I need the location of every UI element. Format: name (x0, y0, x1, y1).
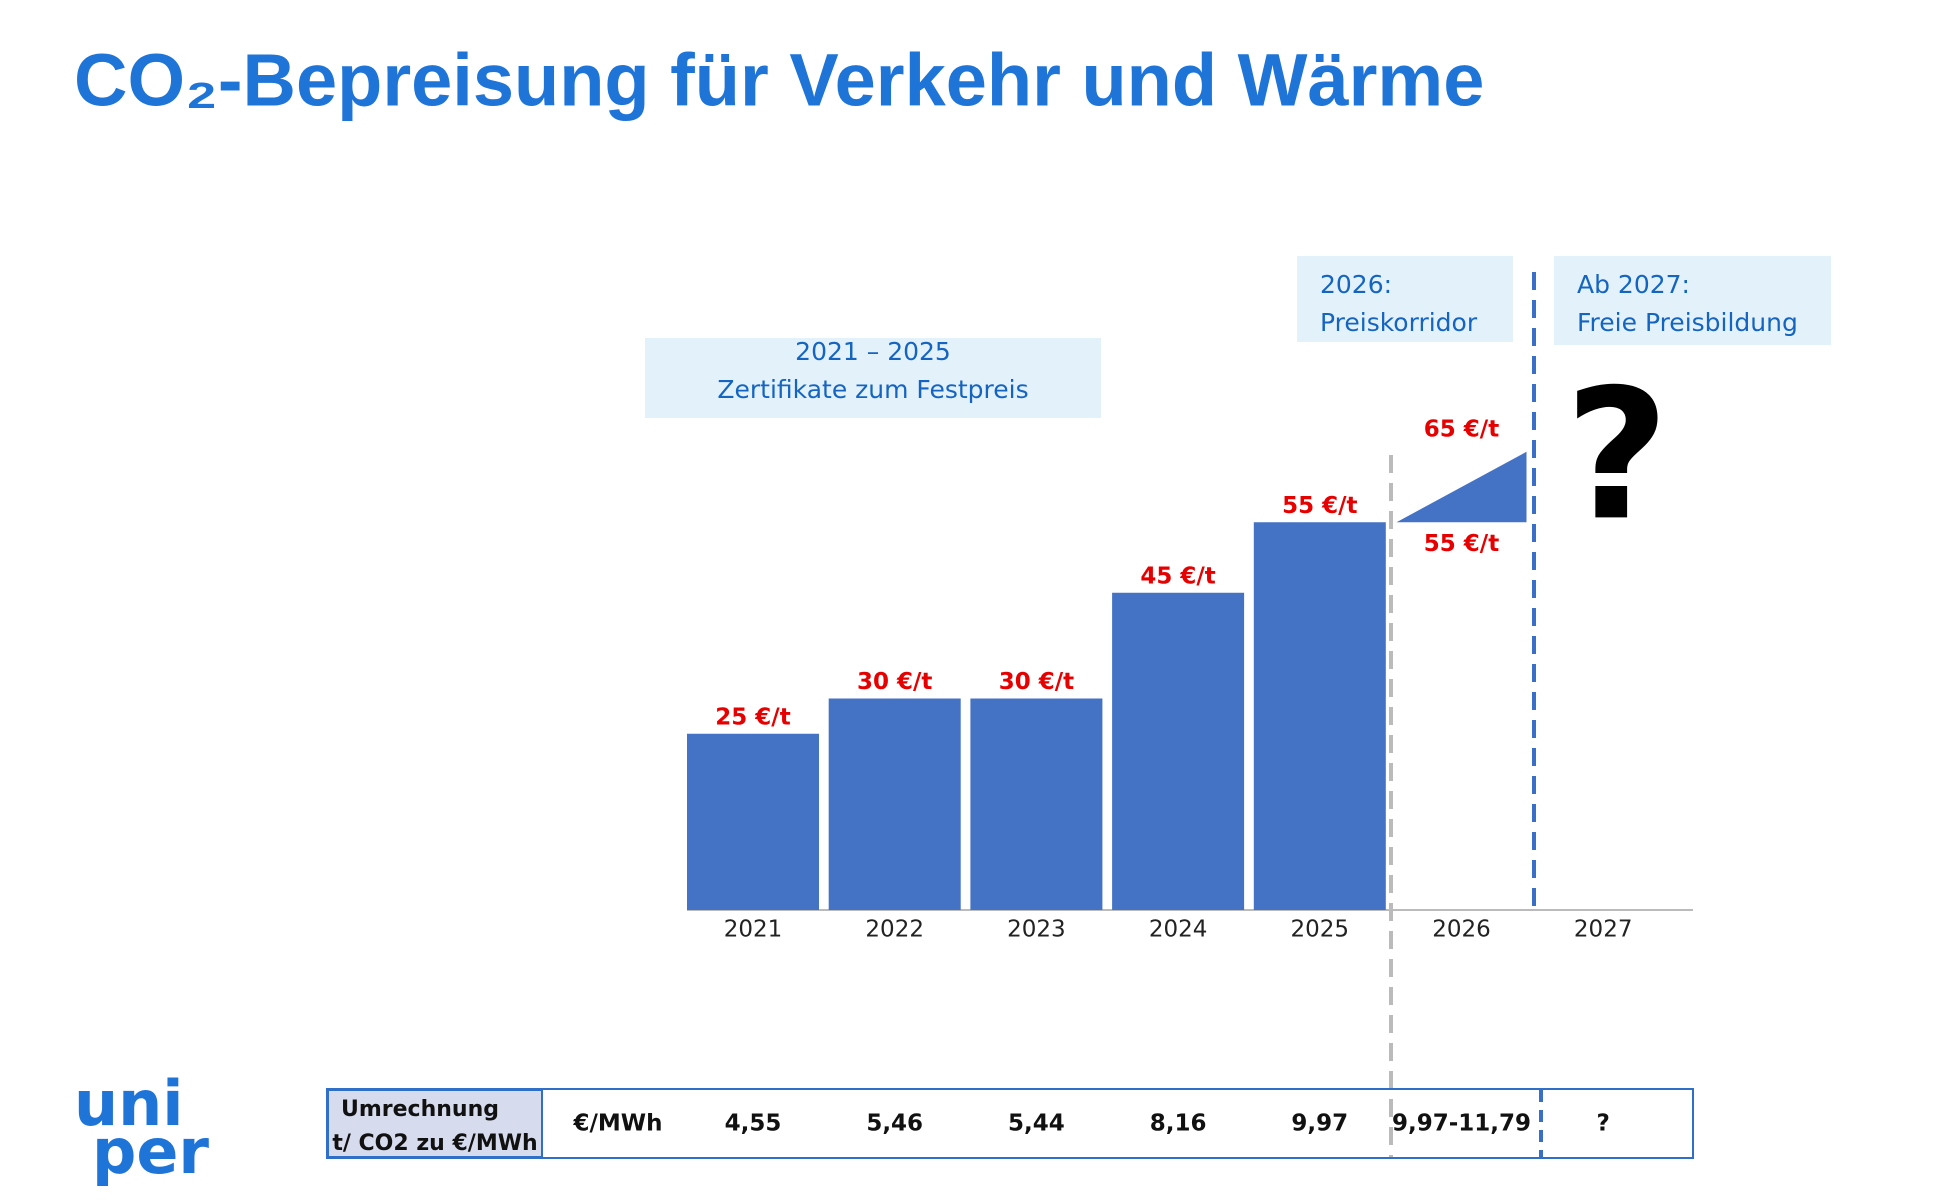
bar (687, 733, 819, 910)
bar (1112, 592, 1245, 910)
table-cell: 4,55 (725, 1111, 782, 1137)
price-corridor (1396, 451, 1527, 523)
annotation-box (1297, 256, 1513, 342)
value-label: 65 €/t (1424, 416, 1499, 442)
x-tick-label: 2024 (1149, 917, 1208, 943)
annotation: Preiskorridor (1320, 308, 1478, 337)
x-tick-label: 2022 (865, 917, 924, 943)
annotation: 2021 – 2025 (795, 337, 951, 366)
annotation: Zertifikate zum Festpreis (717, 375, 1028, 404)
table-header: Umrechnung (341, 1097, 499, 1122)
value-label: 25 €/t (715, 704, 790, 730)
logo: uni (74, 1067, 184, 1140)
value-label: 45 €/t (1140, 563, 1215, 589)
annotation-box (645, 338, 1101, 418)
logo: per (92, 1115, 209, 1188)
table-cell: 9,97 (1291, 1111, 1348, 1137)
bar (1253, 522, 1386, 910)
x-tick-label: 2026 (1432, 917, 1491, 943)
x-tick-label: 2023 (1007, 917, 1066, 943)
annotation: 2026: (1320, 270, 1392, 299)
bar (970, 698, 1103, 910)
question-mark: ? (1565, 351, 1669, 560)
value-label: 30 €/t (857, 669, 932, 695)
x-tick-label: 2027 (1574, 917, 1633, 943)
value-label: 30 €/t (999, 669, 1074, 695)
table-header: t/ CO2 zu €/MWh (332, 1131, 537, 1156)
annotation-box (1554, 256, 1831, 345)
table-cell: 9,97-11,79 (1392, 1111, 1531, 1137)
annotation: Freie Preisbildung (1577, 308, 1798, 337)
value-label: 55 €/t (1424, 531, 1499, 557)
table-header-cell (327, 1089, 543, 1158)
table-unit: €/MWh (572, 1111, 662, 1137)
table-cell: 8,16 (1150, 1111, 1207, 1137)
bar (828, 698, 961, 910)
slide-title: CO₂-Bepreisung für Verkehr und Wärme (74, 39, 1484, 122)
table-cell: 5,46 (866, 1111, 923, 1137)
table-cell: 5,44 (1008, 1111, 1065, 1137)
table-cell: ? (1597, 1111, 1610, 1137)
x-tick-label: 2025 (1291, 917, 1350, 943)
x-tick-label: 2021 (724, 917, 783, 943)
value-label: 55 €/t (1282, 493, 1357, 519)
annotation: Ab 2027: (1577, 270, 1690, 299)
